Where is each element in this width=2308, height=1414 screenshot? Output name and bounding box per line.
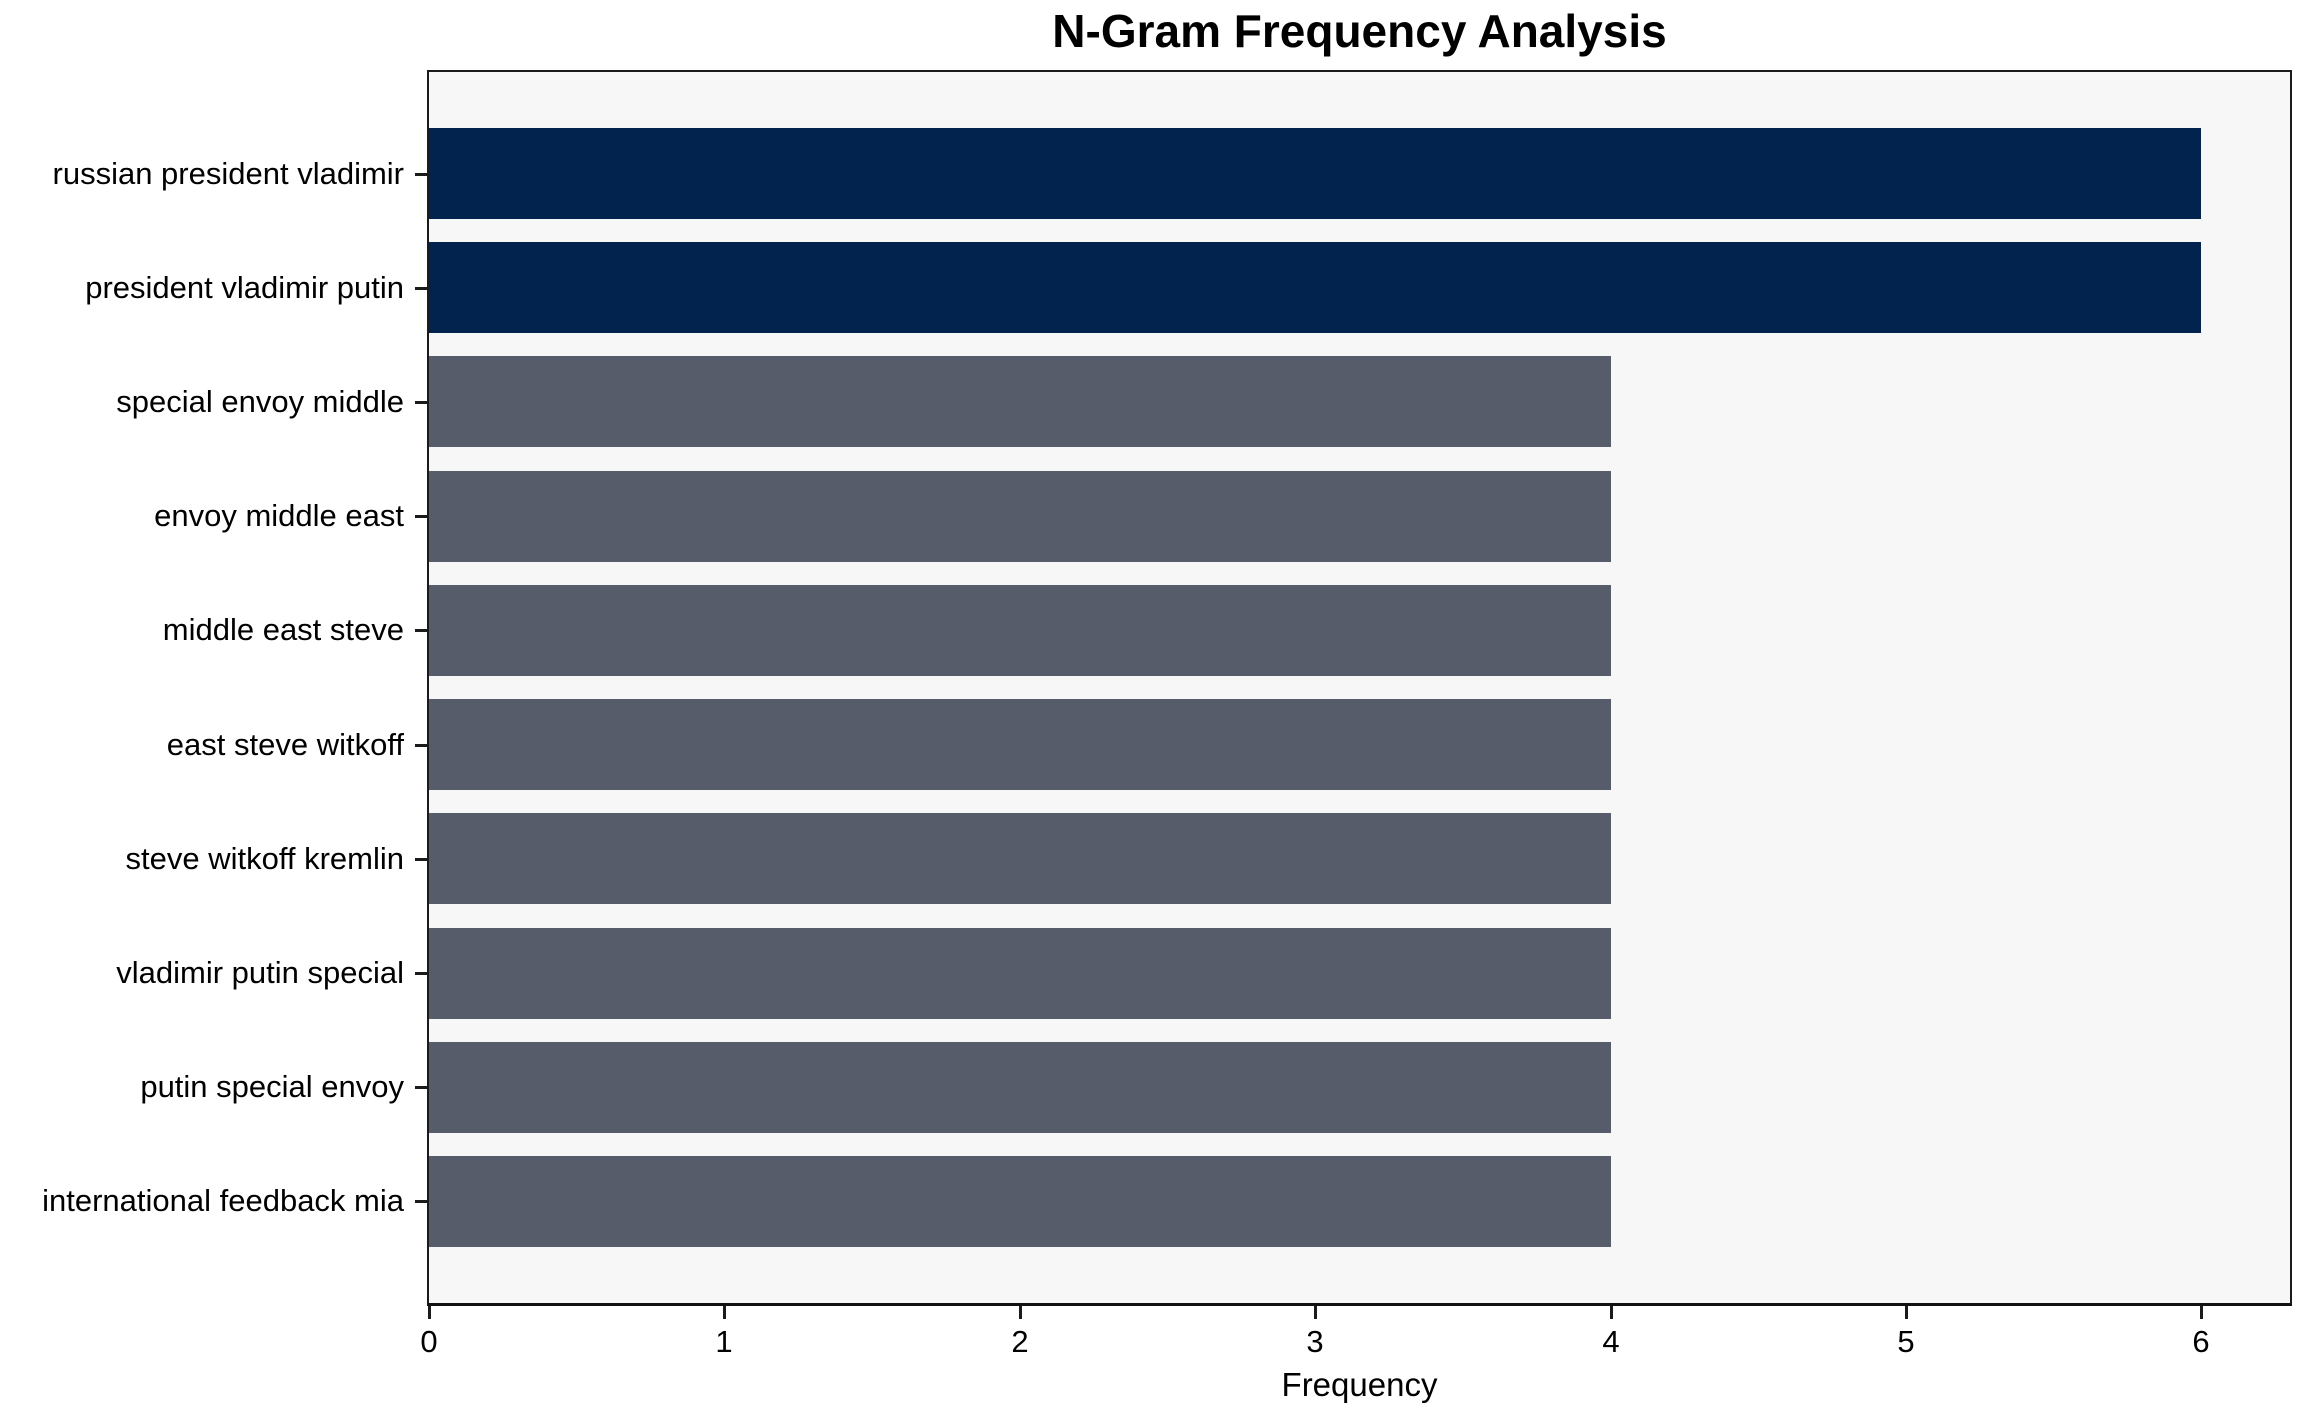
bar — [429, 356, 1611, 447]
y-tick-label: president vladimir putin — [85, 270, 404, 305]
bar — [429, 128, 2201, 219]
bar — [429, 242, 2201, 333]
chart-title: N-Gram Frequency Analysis — [1052, 5, 1667, 57]
x-tick-mark — [2200, 1306, 2203, 1319]
y-tick-mark — [415, 1200, 427, 1203]
x-axis-label: Frequency — [1281, 1366, 1438, 1403]
x-tick-mark — [1314, 1306, 1317, 1319]
y-tick-label: international feedback mia — [42, 1183, 404, 1218]
y-tick-mark — [415, 173, 427, 176]
bar — [429, 1156, 1611, 1247]
y-tick-label: steve witkoff kremlin — [125, 841, 404, 876]
x-tick-label: 6 — [2192, 1324, 2210, 1359]
x-tick-label: 4 — [1602, 1324, 1620, 1359]
y-tick-mark — [415, 287, 427, 290]
bar — [429, 471, 1611, 562]
bar — [429, 928, 1611, 1019]
x-tick-label: 5 — [1897, 1324, 1915, 1359]
x-tick-label: 3 — [1306, 1324, 1324, 1359]
bar — [429, 699, 1611, 790]
y-tick-label: east steve witkoff — [166, 727, 404, 762]
y-tick-mark — [415, 515, 427, 518]
y-tick-mark — [415, 972, 427, 975]
y-tick-label: vladimir putin special — [116, 955, 404, 990]
bar — [429, 585, 1611, 676]
y-tick-label: putin special envoy — [140, 1069, 404, 1104]
x-tick-mark — [428, 1306, 431, 1319]
y-tick-label: russian president vladimir — [52, 156, 404, 191]
y-tick-mark — [415, 858, 427, 861]
x-tick-label: 0 — [420, 1324, 438, 1359]
y-tick-label: envoy middle east — [154, 498, 404, 533]
x-tick-mark — [723, 1306, 726, 1319]
y-tick-mark — [415, 629, 427, 632]
x-tick-mark — [1019, 1306, 1022, 1319]
bar — [429, 1042, 1611, 1133]
x-tick-label: 1 — [715, 1324, 733, 1359]
y-tick-mark — [415, 401, 427, 404]
x-tick-mark — [1610, 1306, 1613, 1319]
y-tick-mark — [415, 1086, 427, 1089]
plot-area — [427, 70, 2292, 1306]
y-tick-mark — [415, 744, 427, 747]
bar — [429, 813, 1611, 904]
y-tick-label: middle east steve — [162, 612, 404, 647]
y-tick-label: special envoy middle — [116, 384, 404, 419]
x-tick-mark — [1905, 1306, 1908, 1319]
x-tick-label: 2 — [1011, 1324, 1029, 1359]
